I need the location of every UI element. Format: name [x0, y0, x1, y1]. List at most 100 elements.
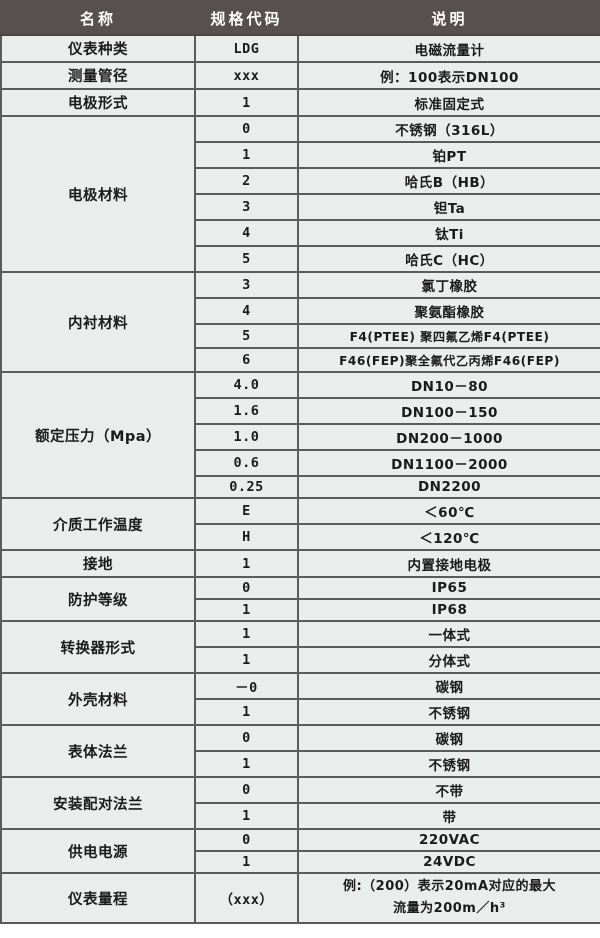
row-name-cell: 介质工作温度: [0, 497, 196, 551]
row-description-cell: 聚氨酯橡胶: [297, 297, 600, 325]
row-code-cell: 1: [194, 646, 299, 674]
row-name-cell: 供电电源: [0, 828, 196, 874]
row-description-cell: DN200－1000: [297, 423, 600, 451]
row-name-cell: 仪表量程: [0, 871, 196, 925]
row-code-cell: 0: [194, 828, 299, 852]
row-description-cell: DN100－150: [297, 397, 600, 425]
table-row: 额定压力（Mpa） 4.0 DN10－80: [0, 371, 600, 499]
row-name-cell: 接地: [0, 549, 196, 578]
table-row: 4 钛Ti: [1, 219, 600, 247]
row-name-cell: 防护等级: [0, 576, 196, 622]
row-description-cell: ＜120℃: [297, 523, 600, 551]
row-description-cell: 氯丁橡胶: [297, 271, 600, 299]
row-code-cell: 1: [194, 88, 299, 117]
table-row: 5 F4(PTEE) 聚四氟乙烯F4(PTEE): [1, 323, 600, 349]
table-row: 4 聚氨酯橡胶: [1, 297, 600, 325]
table-row: 1.0 DN200－1000: [1, 423, 600, 451]
row-description-cell: DN2200: [297, 475, 600, 499]
row-code-cell: 4.0: [194, 371, 299, 399]
row-code-cell: 0: [194, 115, 299, 143]
row-description-cell: 钽Ta: [297, 193, 600, 221]
table-body: 仪表种类 LDG 电磁流量计 测量管径 xxx 例：100表示DN100 电极形式 1 标准固定…: [0, 34, 600, 925]
table-row: 1.6 DN100－150: [1, 397, 600, 425]
table-row: 3 钽Ta: [1, 193, 600, 221]
row-description-cell: 不锈钢: [297, 750, 600, 778]
row-description-cell: 不锈钢（316L）: [297, 115, 600, 143]
table-row: 转换器形式 1 一体式: [0, 620, 600, 674]
row-code-cell: 0: [194, 576, 299, 600]
table-row: 表体法兰 0 碳钢: [0, 724, 600, 778]
table-row: 1 不锈钢: [1, 698, 600, 726]
header-cell-name: 名称: [0, 0, 196, 36]
table-header: 名称 规格代码 说明: [0, 0, 600, 36]
table-row: 安装配对法兰 0 不带: [0, 776, 600, 830]
row-description-cell: 铂PT: [297, 141, 600, 169]
row-description-cell: 碳钢: [297, 672, 600, 700]
table-row: 仪表种类 LDG 电磁流量计: [0, 34, 600, 63]
row-name-cell: 仪表种类: [0, 34, 196, 63]
table-row: 介质工作温度 E ＜60℃: [0, 497, 600, 551]
row-name-cell: 内衬材料: [0, 271, 196, 373]
row-code-cell: 6: [194, 347, 299, 373]
row-name-cell: 表体法兰: [0, 724, 196, 778]
header-cell-code: 规格代码: [194, 0, 299, 36]
row-description-cell: 一体式: [297, 620, 600, 648]
row-description-cell: 内置接地电极: [297, 549, 600, 578]
row-code-cell: 1: [194, 750, 299, 778]
row-description-cell: 例：100表示DN100: [297, 61, 600, 90]
row-code-cell: 0: [194, 776, 299, 804]
table-row: 仪表量程 （xxx） 例:（200）表示20mA对应的最大 流量为200m／h³: [0, 871, 600, 925]
row-code-cell: 3: [194, 271, 299, 299]
row-code-cell: 4: [194, 297, 299, 325]
row-code-cell: 5: [194, 323, 299, 349]
table-row: 5 哈氏C（HC）: [1, 245, 600, 273]
row-code-cell: 1.0: [194, 423, 299, 451]
table-row: 测量管径 xxx 例：100表示DN100: [0, 61, 600, 90]
row-description-cell: 例:（200）表示20mA对应的最大 流量为200m／h³: [297, 871, 600, 925]
row-description-cell: DN10－80: [297, 371, 600, 399]
table-row: 外壳材料 －0 碳钢: [0, 672, 600, 726]
row-description-cell: 哈氏B（HB）: [297, 167, 600, 195]
table-row: 1 分体式: [1, 646, 600, 674]
row-code-cell: 1: [194, 850, 299, 874]
row-name-cell: 转换器形式: [0, 620, 196, 674]
row-description-cell: 碳钢: [297, 724, 600, 752]
row-code-cell: 0: [194, 724, 299, 752]
row-code-cell: 1: [194, 802, 299, 830]
row-description-cell: IP68: [297, 598, 600, 622]
table-row: 供电电源 0 220VAC: [0, 828, 600, 874]
header-cell-description: 说明: [297, 0, 600, 36]
table-row: H ＜120℃: [1, 523, 600, 551]
row-code-cell: E: [194, 497, 299, 525]
row-description-cell: 电磁流量计: [297, 34, 600, 63]
row-description-cell: 220VAC: [297, 828, 600, 852]
row-code-cell: 0.25: [194, 475, 299, 499]
row-description-cell: 带: [297, 802, 600, 830]
row-description-cell: 钛Ti: [297, 219, 600, 247]
row-name-cell: 额定压力（Mpa）: [0, 371, 196, 499]
row-code-cell: LDG: [194, 34, 299, 63]
table-row: 0.25 DN2200: [1, 475, 600, 499]
row-code-cell: 3: [194, 193, 299, 221]
header-row: 名称 规格代码 说明: [0, 0, 600, 36]
row-description-cell: DN1100－2000: [297, 449, 600, 477]
row-code-cell: 1: [194, 698, 299, 726]
row-description-cell: ＜60℃: [297, 497, 600, 525]
row-code-cell: （xxx）: [194, 871, 299, 925]
table-row: 1 24VDC: [1, 850, 600, 874]
table-row: 电极材料 0 不锈钢（316L）: [0, 115, 600, 273]
row-description-cell: 24VDC: [297, 850, 600, 874]
row-description-cell: 不带: [297, 776, 600, 804]
row-description-cell: F46(FEP)聚全氟代乙丙烯F46(FEP): [297, 347, 600, 373]
table-row: 内衬材料 3 氯丁橡胶: [0, 271, 600, 373]
table-row: 0.6 DN1100－2000: [1, 449, 600, 477]
row-description-cell: F4(PTEE) 聚四氟乙烯F4(PTEE): [297, 323, 600, 349]
row-description-cell: 分体式: [297, 646, 600, 674]
row-description-cell: 不锈钢: [297, 698, 600, 726]
table-row: 1 不锈钢: [1, 750, 600, 778]
row-code-cell: －0: [194, 672, 299, 700]
table-row: 1 铂PT: [1, 141, 600, 169]
row-name-cell: 安装配对法兰: [0, 776, 196, 830]
